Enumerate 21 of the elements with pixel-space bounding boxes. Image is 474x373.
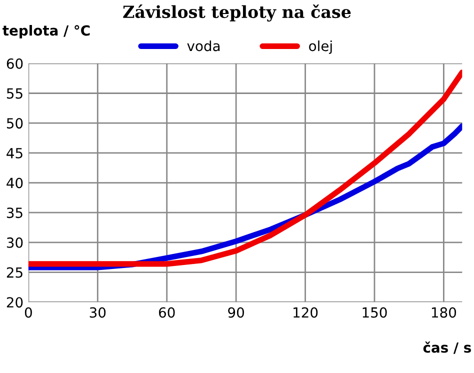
y-tick-label: 20 bbox=[6, 297, 23, 308]
y-tick-label: 30 bbox=[6, 237, 23, 248]
y-tick-label: 45 bbox=[6, 148, 22, 158]
y-tick-label: 60 bbox=[6, 58, 23, 69]
chart-title: Závislost teploty na čase bbox=[123, 4, 351, 22]
y-axis-title: teplota / °C bbox=[2, 24, 90, 38]
x-tick-label: 180 bbox=[432, 307, 456, 318]
y-tick-label: 25 bbox=[6, 267, 22, 278]
x-tick-label: 90 bbox=[228, 307, 244, 318]
x-tick-label: 120 bbox=[294, 307, 318, 318]
y-tick-label: 35 bbox=[6, 208, 22, 218]
y-tick-label: 55 bbox=[6, 88, 22, 99]
legend-label: voda bbox=[187, 40, 220, 52]
x-tick-label: 0 bbox=[24, 307, 32, 318]
y-tick-label: 40 bbox=[6, 178, 23, 188]
y-tick-label: 50 bbox=[6, 118, 23, 129]
x-tick-label: 30 bbox=[90, 307, 106, 318]
x-axis-title: čas / s bbox=[423, 341, 471, 354]
x-tick-label: 60 bbox=[158, 307, 175, 318]
x-tick-label: 150 bbox=[362, 307, 387, 318]
legend-label: olej bbox=[309, 40, 332, 54]
